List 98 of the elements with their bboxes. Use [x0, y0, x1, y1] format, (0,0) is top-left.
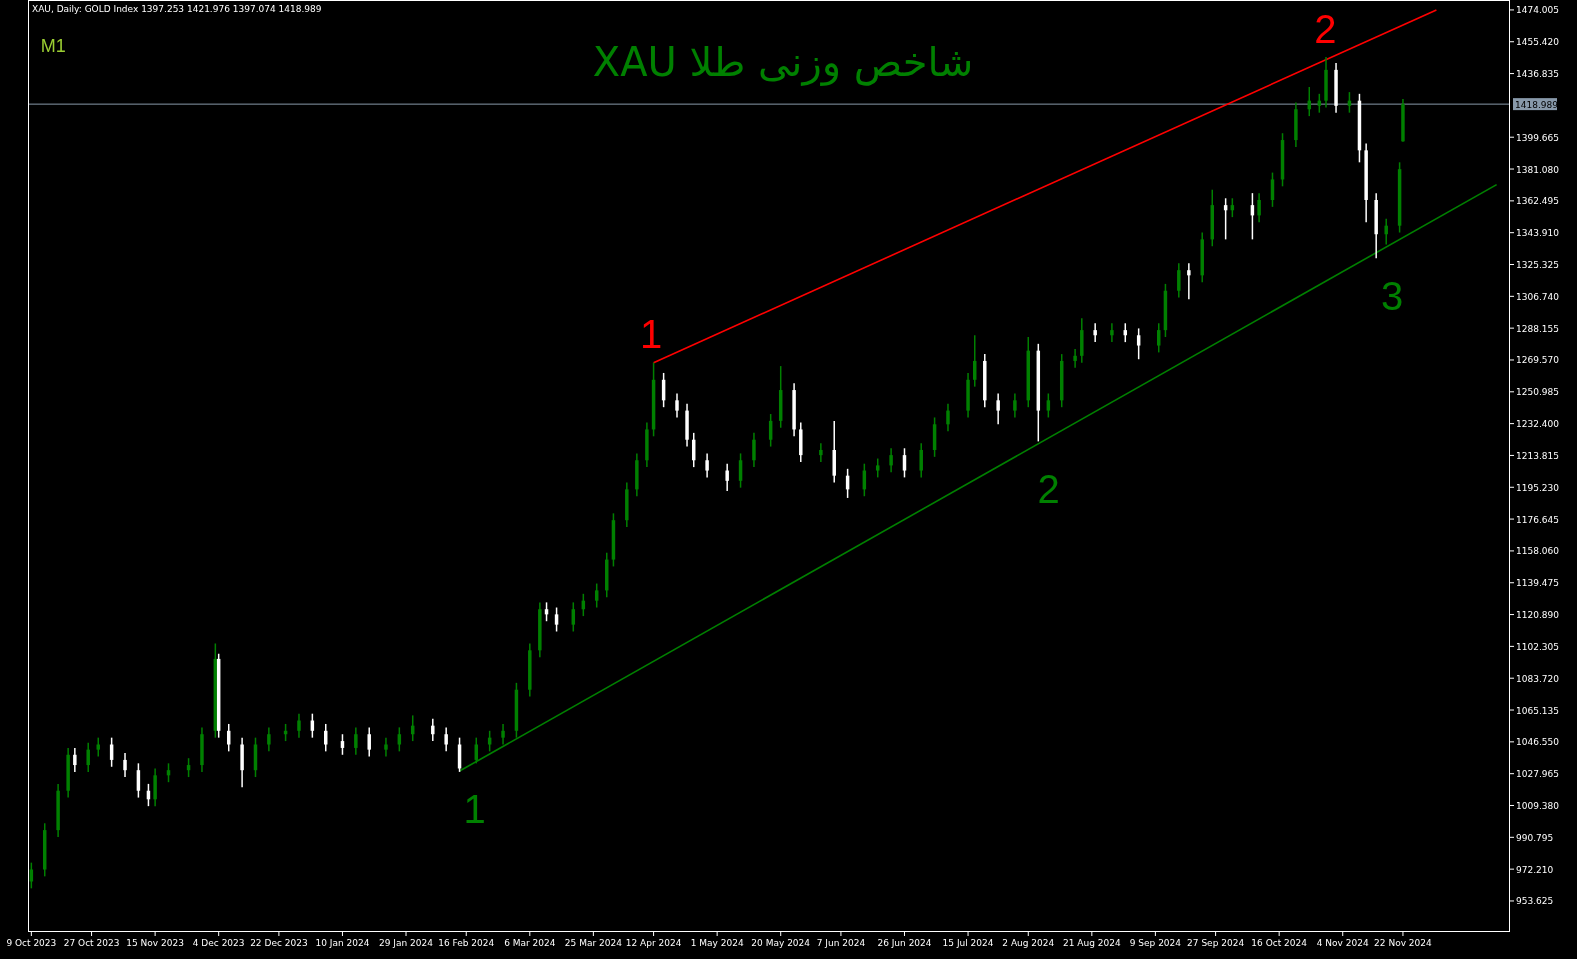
- candlestick: [1257, 192, 1261, 224]
- x-tick-label: 12 Apr 2024: [625, 938, 682, 948]
- y-tick-label: 1455.420: [1516, 37, 1560, 48]
- x-tick-label: 9 Sep 2024: [1129, 938, 1182, 948]
- candlestick: [875, 457, 880, 479]
- candlestick: [1136, 327, 1141, 360]
- x-tick-label: 15 Nov 2023: [126, 938, 184, 948]
- annotation: 2: [1037, 467, 1060, 511]
- candlestick: [889, 447, 893, 473]
- candlestick: [594, 582, 599, 609]
- x-tick-label: 7 Jun 2024: [816, 938, 866, 948]
- candlestick: [1046, 392, 1051, 419]
- x-tick-label: 26 Jun 2024: [877, 938, 932, 948]
- candlestick: [725, 462, 729, 492]
- candlestick: [819, 442, 823, 463]
- candlestick: [297, 712, 301, 739]
- x-tick-label: 21 Aug 2024: [1063, 938, 1121, 948]
- y-tick-label: 1269.570: [1516, 355, 1560, 366]
- y-tick-label: 1232.400: [1516, 419, 1560, 430]
- x-tick-label: 4 Dec 2023: [192, 938, 245, 948]
- y-tick-label: 1195.230: [1516, 482, 1560, 493]
- candlestick: [86, 742, 90, 773]
- candlestick: [1187, 262, 1191, 301]
- y-tick-label: 1176.645: [1516, 514, 1559, 525]
- candlestick: [1093, 322, 1097, 343]
- candlestick: [675, 392, 679, 419]
- x-tick-label: 22 Dec 2023: [250, 938, 308, 948]
- y-tick-label: 1139.475: [1516, 578, 1559, 589]
- y-tick-label: 1343.910: [1516, 228, 1560, 239]
- candlestick: [705, 452, 709, 479]
- y-tick-label: 1009.380: [1516, 801, 1560, 811]
- y-tick-label: 1436.835: [1516, 69, 1559, 80]
- ref-line-label: 1418.989: [1515, 99, 1559, 110]
- x-tick-label: 6 Mar 2024: [504, 938, 556, 948]
- y-tick-label: 953.625: [1516, 896, 1554, 907]
- x-tick-label: 9 Oct 2023: [6, 938, 57, 948]
- y-tick-label: 1381.080: [1516, 164, 1560, 175]
- candlestick: [153, 767, 157, 807]
- candlestick: [571, 601, 576, 633]
- x-tick-label: 20 May 2024: [751, 938, 811, 948]
- x-tick-label: 16 Oct 2024: [1251, 938, 1308, 948]
- x-tick-label: 29 Jan 2024: [379, 938, 434, 948]
- candlestick: [73, 747, 77, 773]
- annotation: 3: [1381, 274, 1404, 318]
- candlestick: [501, 723, 505, 746]
- x-tick-label: 27 Sep 2024: [1187, 938, 1245, 948]
- y-tick-label: 1474.005: [1516, 5, 1559, 16]
- candlestick: [946, 403, 950, 432]
- candlestick: [752, 432, 756, 468]
- y-tick-label: 1250.985: [1516, 387, 1559, 398]
- chart-subtitle: XAU, Daily: GOLD Index 1397.253 1421.976 1397.074 1418.989: [32, 4, 322, 14]
- y-tick-label: 1065.135: [1516, 705, 1559, 716]
- candlestick: [1073, 348, 1077, 369]
- candlestick: [902, 447, 907, 479]
- x-tick-label: 25 Mar 2024: [564, 938, 623, 948]
- y-tick-label: 1158.060: [1516, 546, 1560, 557]
- x-tick-label: 10 Jan 2024: [315, 938, 370, 948]
- x-tick-label: 22 Nov 2024: [1374, 938, 1433, 948]
- candlestick: [354, 726, 358, 756]
- candlestick: [554, 606, 559, 633]
- y-tick-label: 1213.815: [1516, 450, 1559, 461]
- y-tick-label: 1046.550: [1516, 737, 1560, 748]
- candlestick: [384, 736, 388, 758]
- y-tick-label: 1288.155: [1516, 323, 1559, 334]
- x-tick-label: 4 Nov 2024: [1316, 938, 1369, 948]
- y-tick-label: 1083.720: [1516, 673, 1560, 684]
- annotation: 2: [1314, 7, 1337, 51]
- y-tick-label: 1102.305: [1516, 641, 1559, 652]
- x-tick-label: 2 Aug 2024: [1002, 938, 1055, 948]
- y-tick-label: 1120.890: [1516, 610, 1560, 621]
- candlestick: [367, 726, 371, 758]
- x-tick-label: 27 Oct 2023: [63, 938, 120, 948]
- x-tick-label: 1 May 2024: [690, 938, 744, 948]
- y-tick-label: 990.795: [1516, 832, 1554, 843]
- candlestick: [919, 442, 923, 479]
- text: شاخص وزنی طلا XAU: [592, 39, 974, 86]
- x-tick-label: 15 Jul 2024: [942, 938, 994, 948]
- candlestick: [1157, 322, 1161, 354]
- annotation: M1: [40, 36, 66, 56]
- candlestick: [397, 726, 402, 753]
- y-tick-label: 1306.740: [1516, 291, 1560, 302]
- candlestick: [431, 718, 435, 742]
- y-tick-label: 1362.495: [1516, 196, 1559, 207]
- candlestick: [1013, 392, 1017, 419]
- y-tick-label: 1027.965: [1516, 769, 1559, 780]
- y-tick-label: 972.210: [1516, 864, 1554, 875]
- candlestick: [1110, 322, 1114, 343]
- candlestick: [996, 392, 1000, 426]
- candlestick: [1177, 262, 1181, 299]
- annotation: 1: [640, 312, 663, 356]
- candlestick: [123, 752, 127, 778]
- y-tick-label: 1399.665: [1516, 132, 1559, 143]
- annotation: 1: [463, 787, 486, 831]
- y-tick-label: 1325.325: [1516, 260, 1559, 271]
- candlestick: [1384, 218, 1388, 246]
- candlestick: [267, 726, 271, 753]
- x-tick-label: 16 Feb 2024: [438, 938, 495, 948]
- candlestick: [444, 726, 448, 753]
